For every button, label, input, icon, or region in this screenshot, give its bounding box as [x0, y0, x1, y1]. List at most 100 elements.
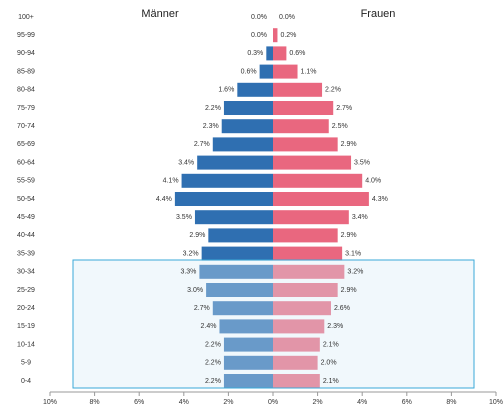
value-label: 0.0%: [279, 14, 295, 21]
x-tick-label: 2%: [313, 399, 323, 406]
age-label: 80-84: [17, 87, 35, 94]
bar: [273, 283, 338, 297]
bar: [174, 192, 273, 206]
age-label: 60-64: [17, 159, 35, 166]
bar: [273, 301, 331, 316]
age-label: 85-89: [17, 68, 35, 75]
bar: [273, 101, 334, 115]
value-label: 3.5%: [354, 159, 370, 166]
age-label: 95-99: [17, 32, 35, 39]
value-label: 2.9%: [341, 141, 357, 148]
bar: [273, 119, 329, 134]
value-label: 3.3%: [180, 269, 196, 276]
x-tick-label: 8%: [446, 399, 456, 406]
value-label: 2.2%: [205, 341, 221, 348]
bar: [208, 228, 273, 243]
value-label: 3.4%: [352, 214, 368, 221]
value-label: 2.2%: [325, 87, 341, 94]
value-label: 2.1%: [323, 378, 339, 385]
age-label: 100+: [18, 14, 34, 21]
value-label: 2.3%: [327, 323, 343, 330]
bar: [273, 374, 320, 388]
x-tick-label: 4%: [179, 399, 189, 406]
bar: [273, 228, 338, 243]
bar: [273, 173, 363, 188]
value-label: 2.0%: [321, 360, 337, 367]
value-label: 0.6%: [289, 50, 305, 57]
value-label: 3.2%: [347, 269, 363, 276]
value-label: 2.1%: [323, 341, 339, 348]
value-label: 2.7%: [336, 105, 352, 112]
age-label: 15-19: [17, 323, 35, 330]
bar: [221, 119, 273, 134]
bar: [223, 337, 273, 352]
age-label: 10-14: [17, 341, 35, 348]
value-label: 2.2%: [205, 360, 221, 367]
bar: [273, 319, 325, 334]
value-label: 2.9%: [341, 287, 357, 294]
highlight-box: [72, 259, 475, 389]
value-label: 0.0%: [251, 32, 267, 39]
age-label: 70-74: [17, 123, 35, 130]
x-tick-label: 6%: [402, 399, 412, 406]
bar: [181, 173, 273, 188]
bar: [273, 155, 352, 170]
right-header: Frauen: [361, 8, 396, 20]
value-label: 3.2%: [183, 250, 199, 257]
age-label: 5-9: [21, 360, 31, 367]
value-label: 2.7%: [194, 141, 210, 148]
age-label: 45-49: [17, 214, 35, 221]
value-label: 2.9%: [189, 232, 205, 239]
bar: [201, 246, 273, 261]
x-tick-label: 6%: [134, 399, 144, 406]
value-label: 2.6%: [334, 305, 350, 312]
value-label: 2.2%: [205, 378, 221, 385]
age-label: 40-44: [17, 232, 35, 239]
bars: [174, 28, 369, 388]
value-label: 2.3%: [203, 123, 219, 130]
value-label: 3.0%: [187, 287, 203, 294]
bar: [206, 283, 273, 297]
bar: [273, 46, 287, 61]
bar: [194, 210, 273, 225]
bar: [273, 64, 298, 79]
value-label: 1.1%: [301, 68, 317, 75]
age-label: 90-94: [17, 50, 35, 57]
bar: [273, 137, 338, 152]
x-tick-label: 0%: [268, 399, 278, 406]
bar: [273, 210, 349, 225]
value-label: 4.1%: [163, 178, 179, 185]
value-label: 2.7%: [194, 305, 210, 312]
age-label: 55-59: [17, 178, 35, 185]
value-label: 0.0%: [251, 14, 267, 21]
bar: [237, 82, 273, 97]
value-label: 2.9%: [341, 232, 357, 239]
age-label: 65-69: [17, 141, 35, 148]
value-label: 0.2%: [280, 32, 296, 39]
value-label: 3.5%: [176, 214, 192, 221]
value-label: 0.6%: [241, 68, 257, 75]
bar: [273, 337, 320, 352]
bar: [212, 301, 273, 316]
age-label: 20-24: [17, 305, 35, 312]
bar: [266, 46, 273, 61]
value-label: 3.1%: [345, 250, 361, 257]
age-label: 25-29: [17, 287, 35, 294]
value-label: 2.2%: [205, 105, 221, 112]
age-label: 75-79: [17, 105, 35, 112]
bar: [223, 101, 273, 115]
x-tick-label: 8%: [90, 399, 100, 406]
bar: [273, 264, 345, 279]
x-tick-label: 10%: [43, 399, 57, 406]
x-tick-label: 2%: [223, 399, 233, 406]
value-label: 4.3%: [372, 196, 388, 203]
bar: [212, 137, 273, 152]
value-label: 1.6%: [218, 87, 234, 94]
bar: [199, 264, 273, 279]
bar: [259, 64, 273, 79]
value-label: 2.5%: [332, 123, 348, 130]
left-header: Männer: [141, 8, 179, 20]
age-label: 50-54: [17, 196, 35, 203]
bar: [273, 28, 278, 43]
